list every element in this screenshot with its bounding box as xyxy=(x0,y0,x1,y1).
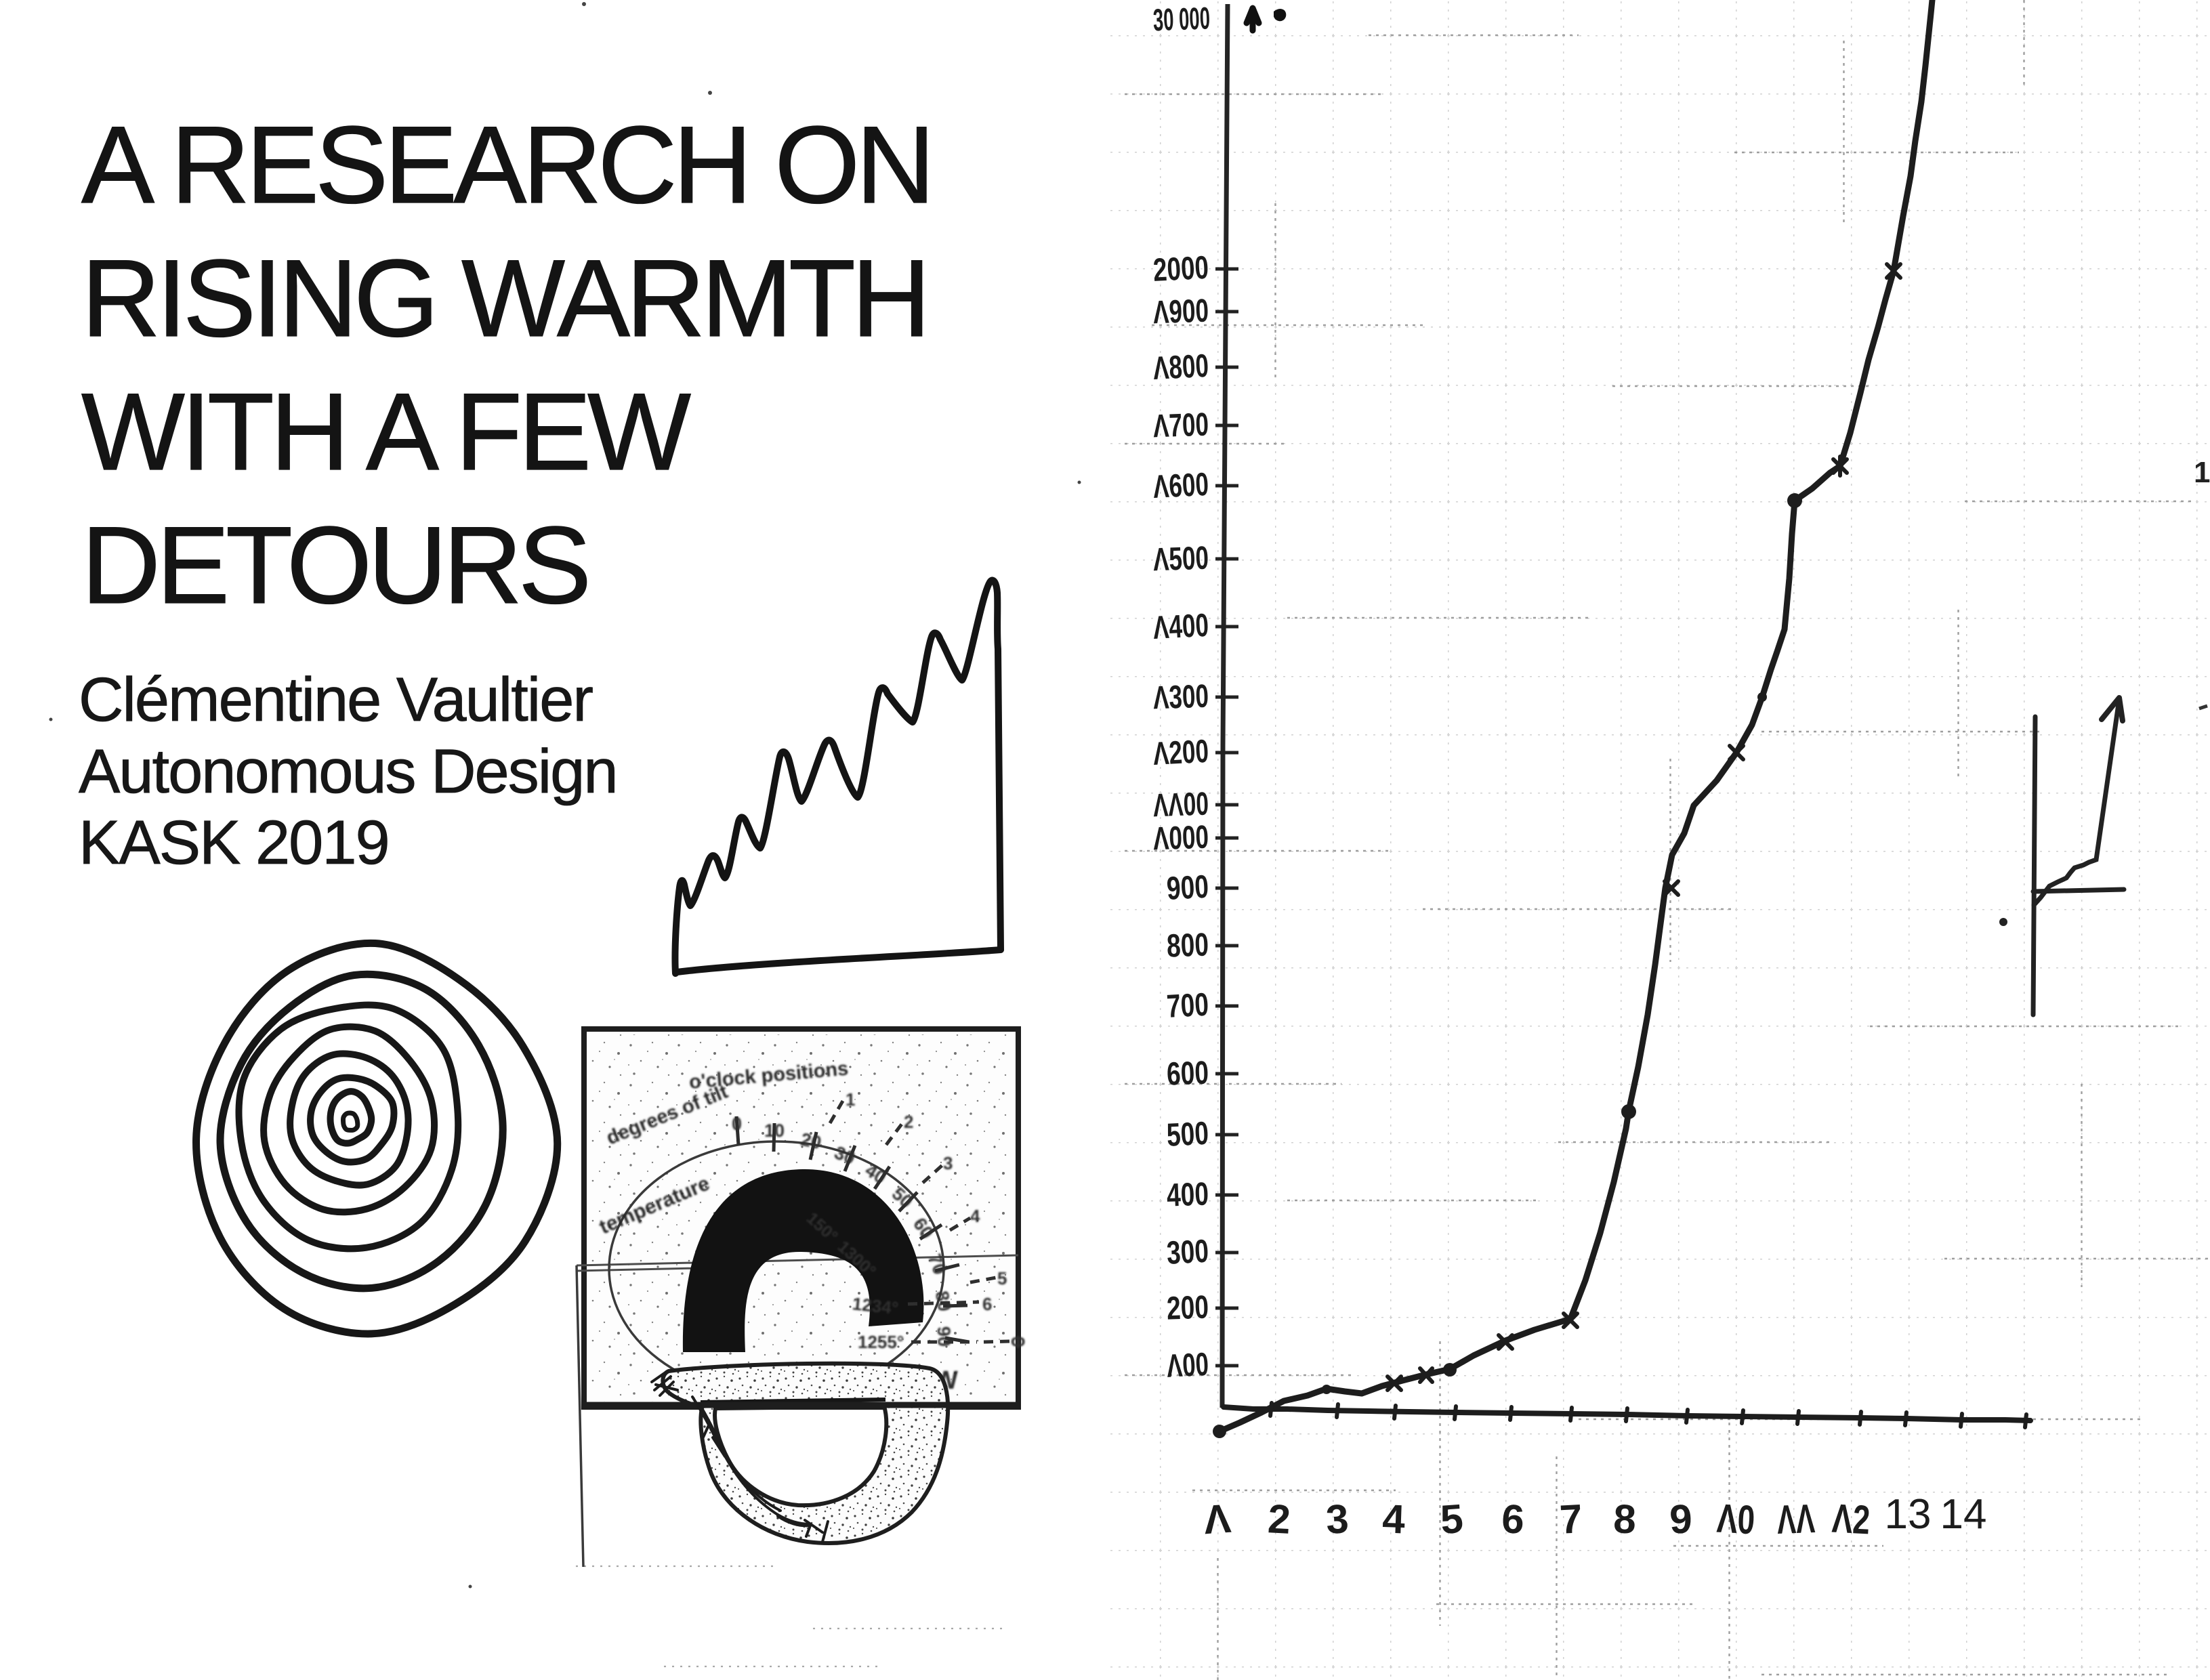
svg-text:14: 14 xyxy=(1940,1491,1987,1538)
svg-text:ΛΛ00: ΛΛ00 xyxy=(1152,786,1209,824)
svg-text:800: 800 xyxy=(1166,927,1209,964)
svg-text:900: 900 xyxy=(1166,869,1210,907)
svg-text:Λ0: Λ0 xyxy=(1715,1496,1755,1543)
svg-text:Λ00: Λ00 xyxy=(1166,1347,1210,1385)
svg-text:3: 3 xyxy=(943,1153,953,1173)
svg-text:Λ2: Λ2 xyxy=(1831,1496,1871,1543)
svg-text:7: 7 xyxy=(1558,1496,1583,1542)
svg-text:200: 200 xyxy=(1166,1289,1209,1326)
svg-text:Λ900: Λ900 xyxy=(1152,293,1209,331)
svg-text:10: 10 xyxy=(764,1120,785,1141)
svg-text:Λ700: Λ700 xyxy=(1152,406,1209,444)
svg-text:1255°: 1255° xyxy=(858,1332,904,1352)
svg-text:5: 5 xyxy=(997,1268,1007,1288)
svg-text:300: 300 xyxy=(1166,1234,1210,1272)
svg-text:Λ500: Λ500 xyxy=(1152,540,1209,578)
svg-text:2: 2 xyxy=(904,1112,913,1132)
svg-text:4: 4 xyxy=(970,1206,980,1226)
svg-text:13: 13 xyxy=(1885,1491,1932,1538)
svg-text:9: 9 xyxy=(1669,1496,1693,1542)
svg-text:Λ: Λ xyxy=(1203,1496,1233,1543)
svg-text:0: 0 xyxy=(732,1114,742,1134)
svg-text:Λ400: Λ400 xyxy=(1152,608,1210,646)
svg-text:5: 5 xyxy=(1439,1496,1465,1542)
svg-text:6: 6 xyxy=(982,1294,992,1314)
svg-text:1234°: 1234° xyxy=(852,1293,900,1318)
svg-text:500: 500 xyxy=(1166,1116,1210,1154)
svg-text:Λ800: Λ800 xyxy=(1152,348,1210,387)
svg-text:8: 8 xyxy=(1612,1496,1637,1542)
svg-text:80: 80 xyxy=(932,1289,955,1313)
svg-text:Φ: Φ xyxy=(1011,1332,1025,1352)
svg-text:ΛΛ: ΛΛ xyxy=(1776,1496,1816,1542)
svg-text:1: 1 xyxy=(2194,456,2210,489)
svg-text:Λ300: Λ300 xyxy=(1152,678,1209,716)
svg-text:1: 1 xyxy=(846,1089,855,1110)
svg-text:400: 400 xyxy=(1166,1176,1209,1213)
svg-text:3: 3 xyxy=(1325,1496,1350,1542)
svg-text:Λ600: Λ600 xyxy=(1152,467,1210,505)
svg-text:30 000: 30 000 xyxy=(1152,0,1211,37)
svg-text:90: 90 xyxy=(934,1326,955,1347)
svg-text:Λ000: Λ000 xyxy=(1152,819,1209,857)
svg-text:2000: 2000 xyxy=(1152,250,1210,289)
svg-text:20: 20 xyxy=(799,1129,823,1154)
svg-text:2: 2 xyxy=(1267,1496,1292,1542)
svg-text:6: 6 xyxy=(1501,1496,1526,1542)
svg-text:4: 4 xyxy=(1381,1496,1406,1542)
svg-text:Λ200: Λ200 xyxy=(1152,734,1210,772)
svg-text:600: 600 xyxy=(1166,1055,1209,1092)
svg-text:700: 700 xyxy=(1166,987,1210,1025)
